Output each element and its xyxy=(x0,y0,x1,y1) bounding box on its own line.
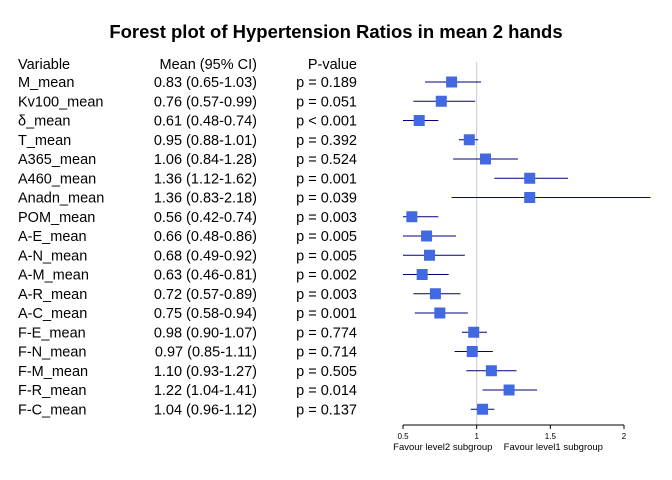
row-mean-ci: 0.95 (0.88-1.01) xyxy=(154,133,257,149)
row-mean-ci: 1.22 (1.04-1.41) xyxy=(154,383,257,399)
row-mean-ci: 0.66 (0.48-0.86) xyxy=(154,229,257,245)
header-p-value: P-value xyxy=(308,57,357,73)
mean-marker xyxy=(446,76,458,88)
tick-label: 0.5 xyxy=(397,432,409,441)
row-mean-ci: 0.61 (0.48-0.74) xyxy=(154,114,257,130)
row-variable: A-M_mean xyxy=(18,268,89,284)
mean-marker xyxy=(524,172,536,184)
row-p-value: p = 0.005 xyxy=(296,248,357,264)
row-mean-ci: 0.63 (0.46-0.81) xyxy=(154,268,257,284)
mean-marker xyxy=(463,134,475,146)
row-mean-ci: 0.76 (0.57-0.99) xyxy=(154,94,257,110)
mean-marker xyxy=(434,307,446,319)
row-variable: T_mean xyxy=(18,133,71,149)
row-p-value: p = 0.001 xyxy=(296,306,357,322)
row-p-value: p = 0.505 xyxy=(296,364,357,380)
row-p-value: p = 0.189 xyxy=(296,75,357,91)
mean-marker xyxy=(406,211,418,223)
row-mean-ci: 1.10 (0.93-1.27) xyxy=(154,364,257,380)
mean-marker xyxy=(421,230,433,242)
row-variable: F-E_mean xyxy=(18,325,86,341)
row-mean-ci: 0.68 (0.49-0.92) xyxy=(154,248,257,264)
row-mean-ci: 0.97 (0.85-1.11) xyxy=(155,345,257,361)
row-p-value: p = 0.002 xyxy=(296,268,357,284)
row-mean-ci: 0.56 (0.42-0.74) xyxy=(154,210,257,226)
confidence-intervals xyxy=(403,76,651,415)
row-p-value: p = 0.051 xyxy=(296,94,357,110)
row-mean-ci: 1.36 (0.83-2.18) xyxy=(154,191,257,207)
right-note: Favour level1 subgroup xyxy=(504,442,603,453)
row-variable: A-N_mean xyxy=(18,248,87,264)
tick-label: 2 xyxy=(622,432,627,441)
mean-marker xyxy=(485,365,497,377)
row-variable: Anadn_mean xyxy=(18,191,104,207)
row-p-value: p = 0.039 xyxy=(296,191,357,207)
row-variable: F-M_mean xyxy=(18,364,88,380)
row-p-value: p = 0.714 xyxy=(296,345,357,361)
row-mean-ci: 0.83 (0.65-1.03) xyxy=(154,75,257,91)
row-p-value: p = 0.014 xyxy=(296,383,357,399)
row-p-value: p = 0.003 xyxy=(296,210,357,226)
row-variable: A-R_mean xyxy=(18,287,87,303)
row-variable: F-R_mean xyxy=(18,383,87,399)
header-mean-ci: Mean (95% CI) xyxy=(159,57,257,73)
row-variable: Kv100_mean xyxy=(18,94,103,110)
mean-marker xyxy=(429,288,441,300)
row-variable: F-N_mean xyxy=(18,345,87,361)
mean-marker xyxy=(413,115,425,126)
row-variable: A460_mean xyxy=(18,171,96,187)
row-p-value: p < 0.001 xyxy=(296,114,357,130)
mean-marker xyxy=(480,153,492,165)
row-mean-ci: 0.75 (0.58-0.94) xyxy=(154,306,257,322)
row-p-value: p = 0.524 xyxy=(296,152,357,168)
mean-marker xyxy=(477,403,489,415)
mean-marker xyxy=(524,192,536,203)
row-mean-ci: 1.04 (0.96-1.12) xyxy=(154,402,257,418)
row-p-value: p = 0.392 xyxy=(296,133,357,149)
row-mean-ci: 0.72 (0.57-0.89) xyxy=(154,287,257,303)
mean-marker xyxy=(424,249,436,261)
row-variable: POM_mean xyxy=(18,210,95,226)
mean-marker xyxy=(416,269,428,280)
row-p-value: p = 0.774 xyxy=(296,325,357,341)
table-rows: M_mean 0.83 (0.65-1.03) p = 0.189 Kv100_mea… xyxy=(18,75,357,418)
x-axis: 0.5 1 1.5 2 xyxy=(397,424,627,441)
chart-title: Forest plot of Hypertension Ratios in me… xyxy=(109,21,562,42)
mean-marker xyxy=(468,326,480,338)
row-mean-ci: 0.98 (0.90-1.07) xyxy=(154,325,257,341)
tick-label: 1 xyxy=(474,432,479,441)
header-variable: Variable xyxy=(18,57,70,73)
row-p-value: p = 0.137 xyxy=(296,402,357,418)
row-variable: A-C_mean xyxy=(18,306,87,322)
row-p-value: p = 0.003 xyxy=(296,287,357,303)
row-variable: δ_mean xyxy=(18,114,70,130)
row-variable: A-E_mean xyxy=(18,229,87,245)
row-variable: M_mean xyxy=(18,75,74,91)
tick-label: 1.5 xyxy=(545,432,557,441)
mean-marker xyxy=(435,95,447,107)
row-mean-ci: 1.06 (0.84-1.28) xyxy=(154,152,257,168)
row-mean-ci: 1.36 (1.12-1.62) xyxy=(154,171,257,187)
mean-marker xyxy=(466,346,478,357)
row-variable: A365_mean xyxy=(18,152,96,168)
row-p-value: p = 0.005 xyxy=(296,229,357,245)
left-note: Favour level2 subgroup xyxy=(393,442,492,453)
mean-marker xyxy=(503,384,515,396)
row-variable: F-C_mean xyxy=(18,402,87,418)
row-p-value: p = 0.001 xyxy=(296,171,357,187)
